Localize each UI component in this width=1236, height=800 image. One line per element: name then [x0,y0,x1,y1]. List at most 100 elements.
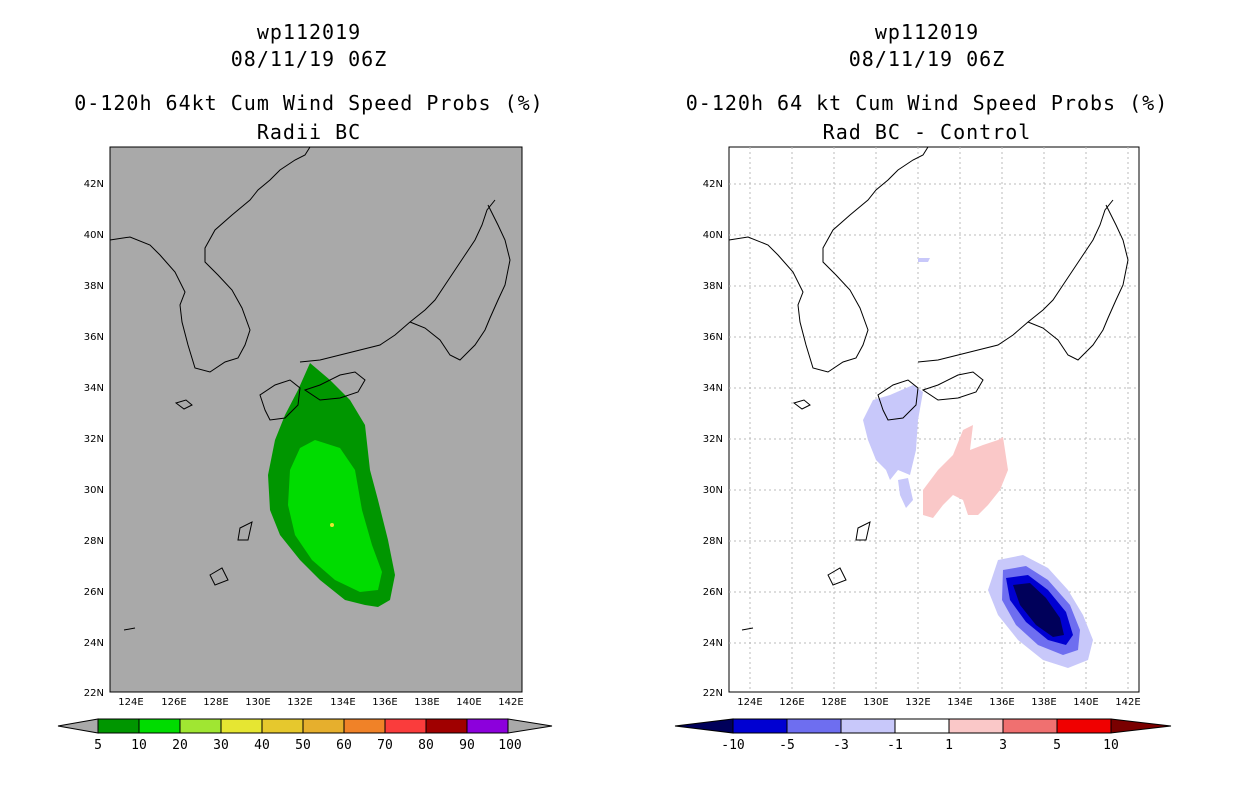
colorbar-swatch [97,718,140,734]
lon-label: 134E [330,697,355,708]
lon-ticks: 124E 126E 128E 130E 132E 134E 136E 138E … [737,697,1140,708]
colorbar-swatch [1002,718,1058,734]
lat-label: 34N [84,383,104,394]
lon-label: 126E [161,697,186,708]
colorbar-swatch [786,718,842,734]
lat-label: 42N [84,179,104,190]
colorbar-label: 80 [418,738,434,753]
lon-label: 128E [821,697,846,708]
lat-label: 38N [703,281,723,292]
lon-label: 132E [905,697,930,708]
lon-label: 130E [863,697,888,708]
panel-rad-bc-control: wp112019 08/11/19 06Z 0-120h 64 kt Cum W… [618,0,1236,800]
lon-label: 138E [414,697,439,708]
prob-max-dot [330,523,334,527]
datetime: 08/11/19 06Z [230,47,388,71]
diff-pos-1 [923,425,1008,518]
storm-id: wp112019 [874,20,980,44]
lon-label: 136E [372,697,397,708]
lat-label: 36N [84,332,104,343]
lat-label: 26N [703,587,723,598]
lat-label: 30N [84,485,104,496]
lon-label: 140E [456,697,481,708]
lat-label: 22N [703,688,723,699]
diff-neg-10 [1013,583,1064,637]
colorbar-swatch [840,718,896,734]
colorbar-swatch [948,718,1004,734]
lat-ticks: 42N 40N 38N 36N 34N 32N 30N 28N 26N 24N … [84,179,104,699]
map-subtitle: Radii BC [256,120,362,144]
colorbar-label: 1 [945,738,953,753]
colorbar-swatch [343,718,386,734]
lon-label: 128E [203,697,228,708]
lat-label: 32N [84,434,104,445]
lon-label: 140E [1073,697,1098,708]
colorbar-label: -3 [833,738,849,753]
colorbar-low-arrow [674,718,734,734]
lat-label: 24N [703,638,723,649]
colorbar-label: 3 [999,738,1007,753]
lon-label: 132E [287,697,312,708]
lon-label: 124E [118,697,143,708]
lat-label: 24N [84,638,104,649]
colorbar-label: 60 [336,738,352,753]
colorbar-label: 100 [498,738,521,753]
lat-label: 34N [703,383,723,394]
colorbar-swatch [384,718,427,734]
colorbar-label: 50 [295,738,311,753]
diff-neg-south [898,478,913,508]
colorbar-swatch [179,718,222,734]
diff-neg-north [918,258,930,262]
lon-label: 136E [989,697,1014,708]
colorbar-low-arrow [57,718,99,734]
colorbar-label: 70 [377,738,393,753]
lat-label: 32N [703,434,723,445]
colorbar-label: 10 [1103,738,1119,753]
colorbar-right-labels: -10 -5 -3 -1 1 3 5 10 [721,738,1119,753]
lon-label: 142E [498,697,523,708]
map-left: 42N 40N 38N 36N 34N 32N 30N 28N 26N 24N … [57,146,553,753]
colorbar-swatch [302,718,345,734]
map-right: 42N 40N 38N 36N 34N 32N 30N 28N 26N 24N … [674,146,1172,753]
gridlines [729,147,1139,692]
colorbar-swatch [1056,718,1112,734]
colorbar-label: 30 [213,738,229,753]
colorbar-label: 5 [1053,738,1061,753]
lat-label: 42N [703,179,723,190]
colorbar-left-labels: 5 10 20 30 40 50 60 70 80 90 100 [94,738,522,753]
colorbar-label: -5 [779,738,795,753]
colorbar-swatch [732,718,788,734]
coastlines [728,146,1129,631]
lat-label: 36N [703,332,723,343]
colorbar-label: -10 [721,738,744,753]
colorbar-swatch [261,718,304,734]
colorbar-swatch [425,718,468,734]
datetime: 08/11/19 06Z [848,47,1006,71]
lon-ticks: 124E 126E 128E 130E 132E 134E 136E 138E … [118,697,523,708]
lat-label: 40N [703,230,723,241]
colorbar-swatch [138,718,181,734]
lon-label: 134E [947,697,972,708]
lon-label: 142E [1115,697,1140,708]
lat-label: 28N [703,536,723,547]
coastlines [109,146,511,631]
colorbar-high-arrow [507,718,553,734]
storm-id: wp112019 [256,20,362,44]
colorbar-right [674,718,1172,734]
map-subtitle: Rad BC - Control [822,120,1032,144]
diff-neg-small [863,385,923,480]
colorbar-swatch [220,718,263,734]
lon-label: 124E [737,697,762,708]
lat-label: 38N [84,281,104,292]
lat-label: 30N [703,485,723,496]
lon-label: 126E [779,697,804,708]
colorbar-label: 90 [459,738,475,753]
map-title: 0-120h 64kt Cum Wind Speed Probs (%) [74,91,544,115]
colorbar-label: 20 [172,738,188,753]
lat-label: 26N [84,587,104,598]
colorbar-label: 10 [131,738,147,753]
map-title: 0-120h 64 kt Cum Wind Speed Probs (%) [685,91,1169,115]
lon-label: 130E [245,697,270,708]
colorbar-swatch [894,718,950,734]
lat-label: 22N [84,688,104,699]
